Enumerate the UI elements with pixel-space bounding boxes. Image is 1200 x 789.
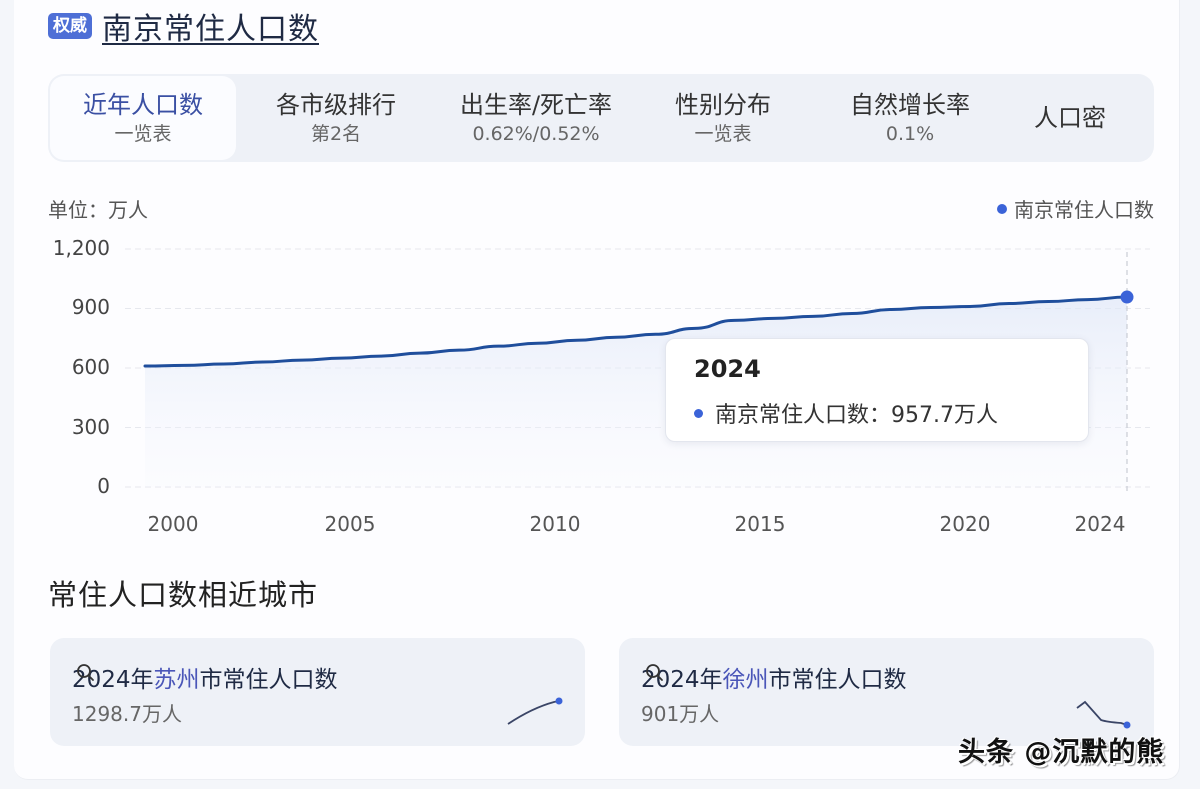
trend-down-sparkline-icon xyxy=(1076,700,1131,729)
unit-label: 单位：万人 xyxy=(48,198,148,222)
header: 权威 南京常住人口数 xyxy=(48,8,319,47)
search-icon xyxy=(77,664,94,681)
tab-city-ranking[interactable]: 各市级排行 第2名 xyxy=(236,76,436,160)
city-card-xuzhou[interactable]: 2024年 徐州 市常住人口数 901万人 xyxy=(619,638,1154,746)
tab-bar: 近年人口数 一览表 各市级排行 第2名 出生率/死亡率 0.62%/0.52% … xyxy=(48,74,1154,162)
y-tick: 600 xyxy=(71,355,110,379)
tab-sublabel: 0.1% xyxy=(885,123,935,145)
tooltip-row: 南京常住人口数：957.7万人 xyxy=(694,397,998,429)
tab-label: 近年人口数 xyxy=(83,91,203,119)
chart-legend[interactable]: 南京常住人口数 xyxy=(997,194,1154,223)
search-icon xyxy=(646,664,663,681)
tab-label: 自然增长率 xyxy=(850,91,970,119)
y-tick: 0 xyxy=(97,474,110,498)
x-tick: 2020 xyxy=(939,512,991,536)
page-title-link[interactable]: 南京常住人口数 xyxy=(102,12,319,47)
tab-sublabel: 一览表 xyxy=(114,123,172,145)
tab-label: 性别分布 xyxy=(675,91,771,119)
tab-natural-growth-rate[interactable]: 自然增长率 0.1% xyxy=(810,76,1010,160)
city-card-value: 1298.7万人 xyxy=(72,702,182,726)
tab-label: 人口密 xyxy=(1034,104,1106,132)
tab-population-density[interactable]: 人口密 xyxy=(1010,76,1130,160)
authority-badge: 权威 xyxy=(48,13,92,39)
y-tick: 1,200 xyxy=(52,236,110,260)
x-tick: 2010 xyxy=(529,512,581,536)
tab-sublabel: 一览表 xyxy=(694,123,752,145)
x-tick: 2000 xyxy=(147,512,199,536)
legend-dot-icon xyxy=(997,203,1007,214)
tooltip-year: 2024 xyxy=(694,355,761,383)
city-card-title[interactable]: 2024年 苏州 市常住人口数 xyxy=(72,660,338,694)
city-card-title[interactable]: 2024年 徐州 市常住人口数 xyxy=(641,660,907,694)
x-tick: 2005 xyxy=(324,512,376,536)
tab-birth-death-rate[interactable]: 出生率/死亡率 0.62%/0.52% xyxy=(436,76,636,160)
tab-gender-distribution[interactable]: 性别分布 一览表 xyxy=(636,76,810,160)
x-tick: 2015 xyxy=(734,512,786,536)
y-tick: 900 xyxy=(71,295,110,319)
city-card-suzhou[interactable]: 2024年 苏州 市常住人口数 1298.7万人 xyxy=(50,638,585,746)
tab-label: 各市级排行 xyxy=(276,91,396,119)
series-dot-icon xyxy=(694,408,703,418)
trend-up-sparkline-icon xyxy=(507,697,563,725)
city-card-value: 901万人 xyxy=(641,702,720,726)
chart-tooltip: 2024 南京常住人口数：957.7万人 xyxy=(665,338,1089,442)
similar-cities-title: 常住人口数相近城市 xyxy=(48,578,319,612)
tab-sublabel: 0.62%/0.52% xyxy=(472,123,600,145)
y-tick: 300 xyxy=(71,415,110,439)
x-tick: 2024 xyxy=(1074,512,1126,536)
legend-label: 南京常住人口数 xyxy=(1014,198,1154,222)
tab-label: 出生率/死亡率 xyxy=(459,91,613,119)
population-line xyxy=(143,295,1129,368)
tooltip-value: 南京常住人口数：957.7万人 xyxy=(715,403,998,428)
watermark: 头条 @沉默的熊 xyxy=(958,737,1165,768)
data-point-2024 xyxy=(1120,290,1134,304)
tab-yearly-population[interactable]: 近年人口数 一览表 xyxy=(50,76,236,160)
tab-sublabel: 第2名 xyxy=(310,123,362,145)
